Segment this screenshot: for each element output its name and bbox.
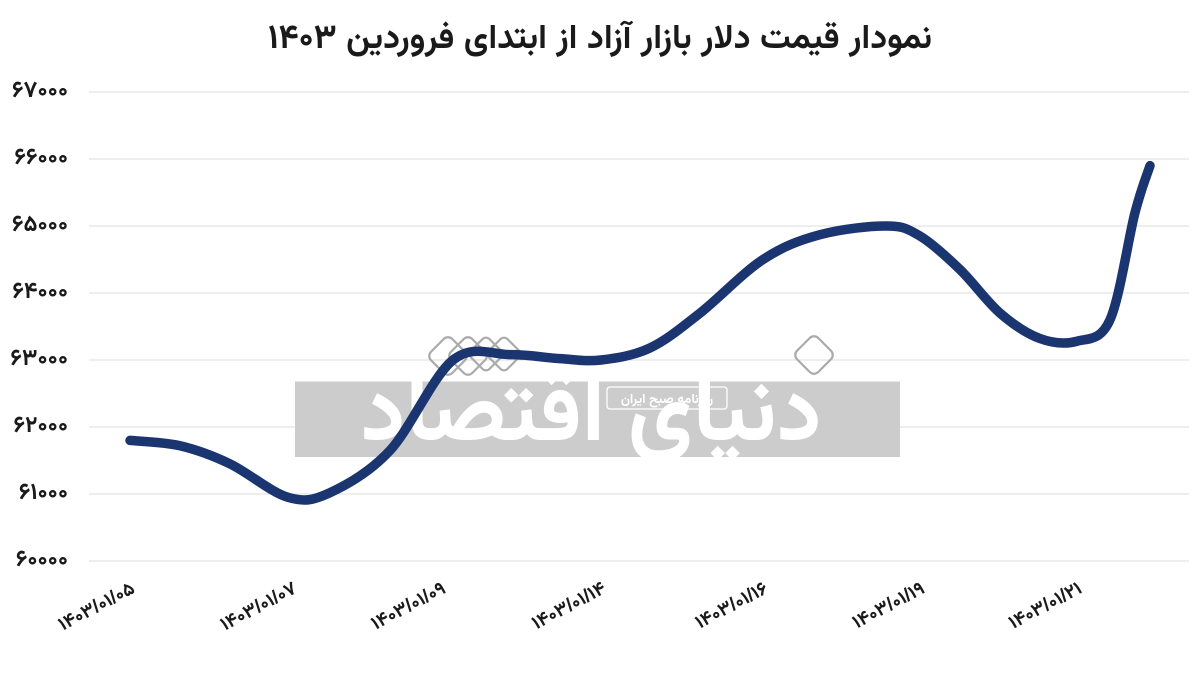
svg-text:۶۰۰۰۰: ۶۰۰۰۰ [16, 545, 68, 571]
svg-text:۶۱۰۰۰: ۶۱۰۰۰ [19, 478, 68, 504]
svg-text:۶۴۰۰۰: ۶۴۰۰۰ [12, 277, 68, 303]
svg-text:۱۴۰۳/۰۱/۰۹: ۱۴۰۳/۰۱/۰۹ [368, 578, 449, 635]
svg-text:دنیای اقتصاد: دنیای اقتصاد [360, 349, 821, 489]
svg-text:۶۲۰۰۰: ۶۲۰۰۰ [13, 411, 68, 437]
svg-text:۱۴۰۳/۰۱/۱۴: ۱۴۰۳/۰۱/۱۴ [529, 578, 610, 634]
svg-text:روزنامه صبح ایران: روزنامه صبح ایران [621, 391, 714, 408]
svg-text:۱۴۰۳/۰۱/۲۱: ۱۴۰۳/۰۱/۲۱ [1005, 578, 1085, 634]
svg-text:۶۷۰۰۰: ۶۷۰۰۰ [12, 76, 68, 102]
svg-text:۶۵۰۰۰: ۶۵۰۰۰ [12, 210, 68, 236]
svg-text:۶۶۰۰۰: ۶۶۰۰۰ [14, 143, 68, 169]
svg-text:۱۴۰۳/۰۱/۱۹: ۱۴۰۳/۰۱/۱۹ [849, 578, 928, 633]
svg-text:۶۳۰۰۰: ۶۳۰۰۰ [10, 344, 68, 370]
svg-text:۱۴۰۳/۰۱/۱۶: ۱۴۰۳/۰۱/۱۶ [692, 578, 772, 634]
svg-text:۱۴۰۳/۰۱/۰۵: ۱۴۰۳/۰۱/۰۵ [55, 578, 138, 636]
svg-text:۱۴۰۳/۰۱/۰۷: ۱۴۰۳/۰۱/۰۷ [217, 578, 301, 636]
